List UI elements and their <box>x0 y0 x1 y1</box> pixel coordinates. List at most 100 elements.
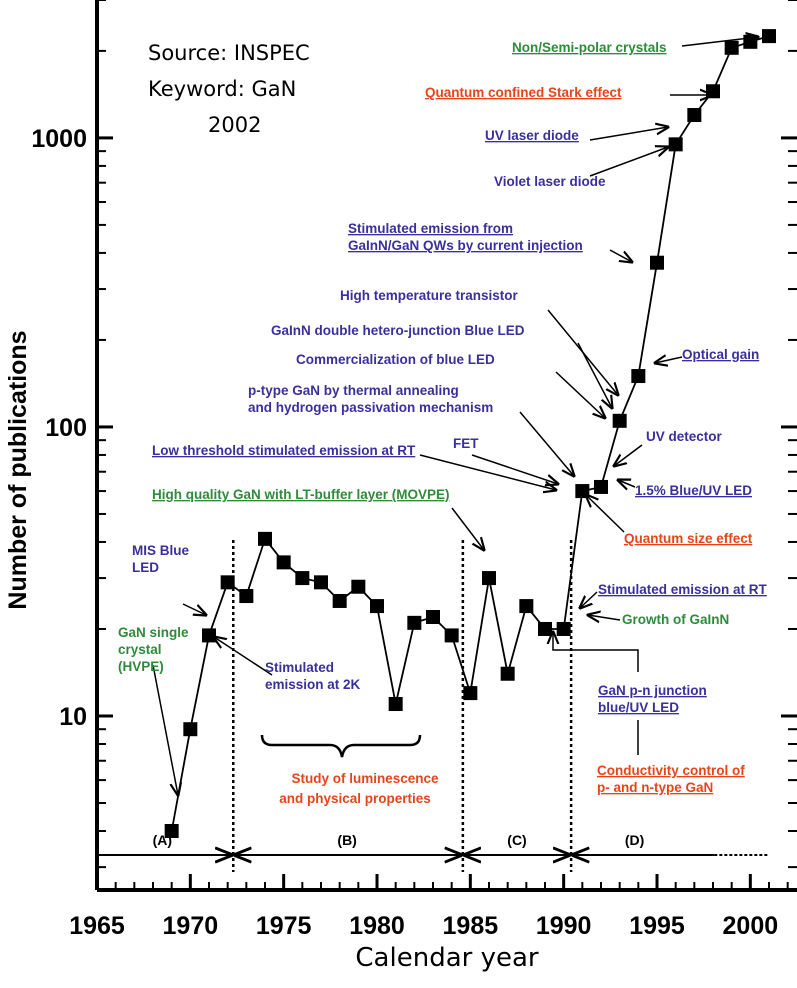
annotation-label: 1.5% Blue/UV LED <box>635 483 752 498</box>
y-tick-label: 1000 <box>31 125 87 153</box>
data-point <box>724 40 739 55</box>
annotation-label: Conductivity control of <box>597 763 745 778</box>
annotation-arrow <box>614 444 643 466</box>
annotation-label: emission at 2K <box>265 677 361 692</box>
annotation-arrow <box>580 591 598 608</box>
data-point <box>332 593 347 608</box>
region-label: (D) <box>625 832 644 848</box>
data-point <box>220 575 235 590</box>
data-point <box>444 628 459 643</box>
region-b-brace <box>260 734 422 758</box>
annotation-label: and hydrogen passivation mechanism <box>248 400 493 415</box>
data-point <box>370 599 384 614</box>
annotation-arrow <box>471 454 558 484</box>
data-point <box>538 621 552 636</box>
annotation-label: p- and n-type GaN <box>597 780 713 795</box>
data-point <box>687 108 702 123</box>
data-point <box>164 824 179 839</box>
annotation-arrow <box>586 495 625 533</box>
annotation-label: UV detector <box>646 429 723 444</box>
data-point <box>650 255 664 270</box>
region-label: (A) <box>153 832 172 848</box>
annotation-arrow <box>553 632 639 672</box>
annotation-arrow <box>681 37 758 47</box>
data-point <box>407 615 422 630</box>
annotation-arrow <box>609 249 632 262</box>
annotation-arrow <box>451 507 484 550</box>
annotation-arrow <box>419 454 556 490</box>
annotation-label: FET <box>453 436 479 451</box>
annotation-label: GaN p-n junction <box>598 683 707 698</box>
annotation-arrow <box>152 664 178 795</box>
annotation-label: Optical gain <box>682 347 759 362</box>
region-label: (B) <box>337 832 356 848</box>
source-text: Source: INSPEC <box>148 41 310 65</box>
data-point <box>762 29 776 44</box>
data-point <box>594 479 608 494</box>
annotation-label: LED <box>132 560 159 575</box>
data-point <box>612 413 627 428</box>
data-point <box>519 599 534 614</box>
source-text: Keyword: GaN <box>148 77 296 101</box>
annotation-label: Stimulated emission from <box>348 221 513 236</box>
annotation-label: MIS Blue <box>132 543 189 558</box>
data-point <box>500 666 515 681</box>
x-tick-label: 1975 <box>256 912 312 940</box>
annotation-label: Stimulated <box>265 660 334 675</box>
x-tick-label: 2000 <box>723 912 779 940</box>
annotation-arrow <box>555 371 605 418</box>
y-tick-label: 100 <box>45 414 87 442</box>
data-point <box>706 84 720 99</box>
x-axis-title: Calendar year <box>355 943 538 973</box>
data-point <box>426 610 440 625</box>
annotation-label: crystal <box>118 642 162 657</box>
data-point <box>388 697 403 712</box>
annotation-label: Low threshold stimulated emission at RT <box>152 443 416 458</box>
annotation-label: Quantum size effect <box>624 531 753 546</box>
annotation-label: High temperature transistor <box>340 288 519 303</box>
data-point <box>351 579 366 594</box>
annotation-arrow <box>655 357 683 363</box>
region-label: (C) <box>507 832 526 848</box>
data-point <box>314 575 328 590</box>
annotation-label: GaN single <box>118 625 189 640</box>
series-layer <box>164 29 776 839</box>
data-point <box>202 628 216 643</box>
data-point <box>556 621 571 636</box>
annotation-arrow <box>589 147 668 177</box>
annotation-arrow <box>618 480 636 487</box>
data-point <box>183 722 198 737</box>
annotation-arrow <box>589 127 668 141</box>
data-point <box>631 369 646 384</box>
data-point <box>668 137 683 152</box>
chart-frame-layer <box>95 0 797 892</box>
x-tick-label: 1980 <box>349 912 405 940</box>
annotation-label: p-type GaN by thermal annealing <box>248 383 459 398</box>
annotation-label: GaInN/GaN QWs by current injection <box>348 238 583 253</box>
data-point <box>482 571 496 586</box>
annotation-arrow <box>588 615 621 620</box>
brace-label: Study of luminescence <box>291 771 439 786</box>
annotation-label: Quantum confined Stark effect <box>425 85 622 100</box>
data-point <box>258 531 272 546</box>
annotation-label: Non/Semi-polar crystals <box>512 40 667 55</box>
x-tick-label: 1990 <box>536 912 592 940</box>
annotation-label: Growth of GaInN <box>622 612 729 627</box>
data-point <box>295 571 310 586</box>
annotation-arrow <box>182 603 206 615</box>
annotation-label: Violet laser diode <box>494 174 606 189</box>
x-tick-label: 1965 <box>69 912 125 940</box>
annotation-layer <box>99 37 769 855</box>
annotation-label: (HVPE) <box>118 659 164 674</box>
source-text: 2002 <box>208 113 261 137</box>
data-point <box>463 686 478 701</box>
text-layer: 1965 1970 1975 1980 1985 1990 1995 2000 10 100 100… <box>4 40 778 973</box>
annotation-arrow <box>214 637 273 676</box>
annotation-label: High quality GaN with LT-buffer layer (M… <box>152 487 450 502</box>
annotation-label: GaInN double hetero-junction Blue LED <box>271 323 525 338</box>
data-point <box>239 589 254 604</box>
annotation-label: blue/UV LED <box>598 700 679 715</box>
annotation-arrow <box>519 411 574 476</box>
x-tick-label: 1985 <box>443 912 499 940</box>
